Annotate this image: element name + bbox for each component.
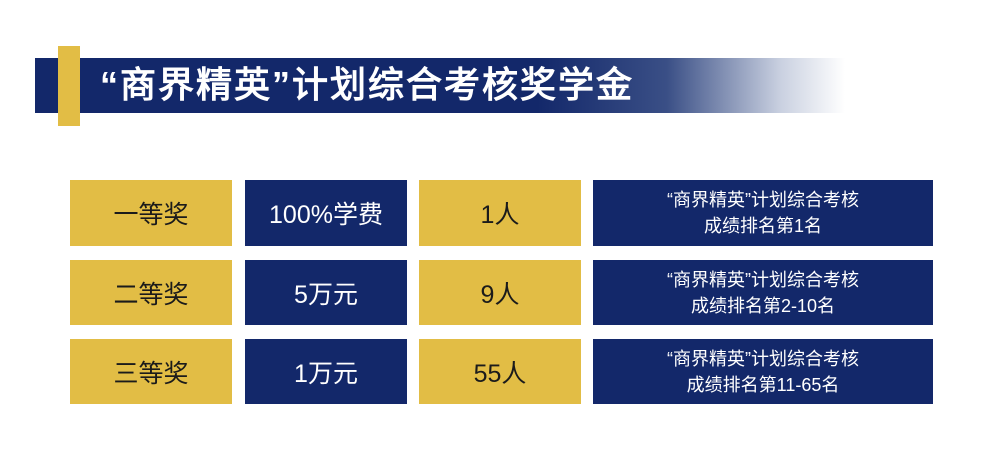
prize-level: 一等奖	[70, 180, 232, 246]
criteria-line: 成绩排名第2-10名	[690, 295, 836, 316]
criteria-line: 成绩排名第1名	[703, 216, 822, 236]
criteria-line: “商界精英”计划综合考核	[667, 269, 859, 290]
criteria: “商界精英”计划综合考核 成绩排名第11-65名	[593, 339, 933, 404]
title-accent-bar	[58, 46, 80, 126]
prize-amount: 5万元	[245, 260, 407, 325]
winner-count: 9人	[419, 260, 581, 325]
prize-level: 二等奖	[70, 260, 232, 325]
criteria-line: 成绩排名第11-65名	[686, 374, 840, 395]
winner-count: 1人	[419, 180, 581, 246]
prize-level: 三等奖	[70, 339, 232, 404]
criteria-line: “商界精英”计划综合考核	[667, 190, 859, 210]
criteria: “商界精英”计划综合考核 成绩排名第1名	[593, 180, 933, 246]
prize-amount: 1万元	[245, 339, 407, 404]
title-banner	[35, 58, 845, 113]
prize-amount: 100%学费	[245, 180, 407, 246]
winner-count: 55人	[419, 339, 581, 404]
page-title: “商界精英”计划综合考核奖学金	[100, 64, 635, 105]
criteria: “商界精英”计划综合考核 成绩排名第2-10名	[593, 260, 933, 325]
criteria-line: “商界精英”计划综合考核	[667, 348, 859, 369]
